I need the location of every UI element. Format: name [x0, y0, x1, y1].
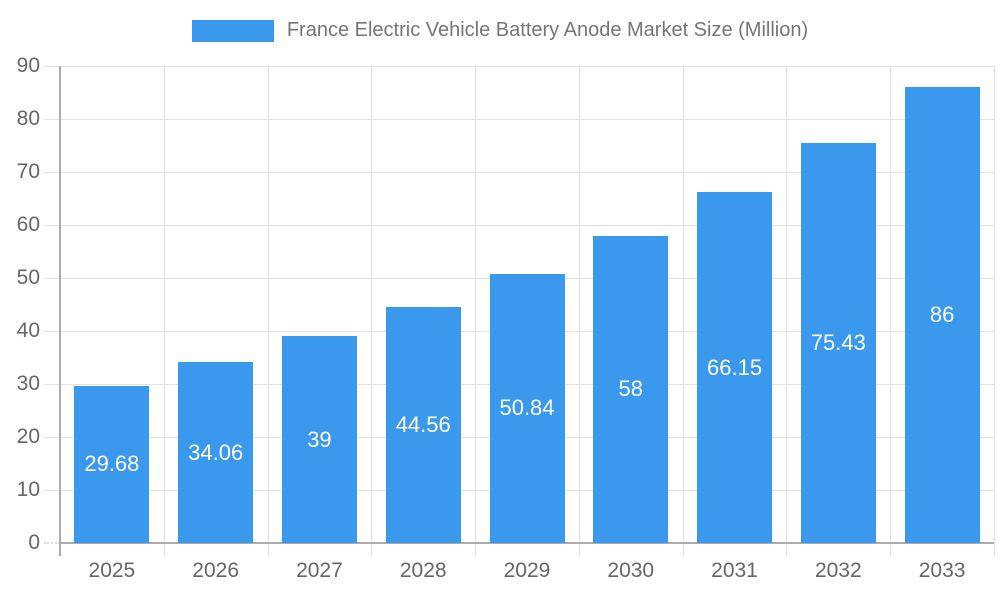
- gridline-v: [682, 66, 684, 556]
- bar-2033[interactable]: [904, 87, 980, 543]
- x-tick-label: 2025: [88, 559, 136, 582]
- gridline-v: [475, 66, 477, 556]
- gridline-h: [44, 66, 994, 67]
- gridline-h: [44, 225, 994, 226]
- bar-2028[interactable]: [385, 306, 461, 543]
- bar-value-label: 29.68: [84, 451, 140, 477]
- gridline-v: [371, 66, 373, 556]
- bar-value-label: 66.15: [707, 354, 763, 380]
- gridline-v: [267, 66, 269, 556]
- y-tick-label: 60: [16, 213, 40, 236]
- legend-swatch: [191, 19, 274, 42]
- bar-value-label: 75.43: [810, 330, 866, 356]
- x-tick-label: 2031: [711, 559, 758, 582]
- gridline-v: [786, 66, 788, 556]
- y-tick-label: 70: [16, 160, 40, 183]
- gridline-v: [890, 66, 892, 556]
- bar-value-label: 34.06: [188, 439, 244, 465]
- y-tick-label: 40: [16, 319, 40, 342]
- bar-2032[interactable]: [800, 143, 876, 543]
- y-tick-label: 90: [16, 54, 40, 77]
- bar-value-label: 58: [618, 376, 643, 402]
- bar-value-label: 44.56: [395, 411, 451, 437]
- bar-2026[interactable]: [178, 362, 254, 543]
- gridline-v: [578, 66, 580, 556]
- y-tick-label: 0: [28, 531, 40, 554]
- x-tick-label: 2026: [192, 559, 239, 582]
- y-tick-zero: [44, 542, 60, 544]
- x-tick-label: 2028: [399, 559, 447, 582]
- bar-2031[interactable]: [697, 192, 773, 543]
- gridline-v: [994, 66, 995, 556]
- gridline-v: [163, 66, 165, 556]
- bar-value-label: 50.84: [499, 395, 555, 421]
- y-tick-label: 10: [16, 478, 40, 501]
- bar-2025[interactable]: [74, 385, 150, 543]
- x-tick-label: 2029: [503, 559, 551, 582]
- y-tick-label: 30: [16, 372, 40, 395]
- bar-2030[interactable]: [593, 235, 669, 543]
- bar-value-label: 39: [307, 426, 332, 452]
- y-tick-label: 80: [16, 107, 40, 130]
- y-tick-label: 50: [16, 266, 40, 289]
- bar-value-label: 86: [929, 302, 955, 328]
- x-axis-line: [60, 542, 994, 544]
- legend-label: France Electric Vehicle Battery Anode Ma…: [286, 19, 809, 41]
- bar-2029[interactable]: [489, 273, 565, 543]
- x-tick-label: 2030: [607, 559, 655, 582]
- chart-legend[interactable]: France Electric Vehicle Battery Anode Ma…: [0, 19, 1000, 42]
- y-tick-label: 20: [16, 425, 40, 448]
- x-tick-label: 2027: [296, 559, 343, 582]
- x-tick-label: 2032: [814, 559, 862, 582]
- gridline-h: [44, 172, 994, 173]
- x-tick-label: 2033: [918, 559, 966, 582]
- bar-2027[interactable]: [281, 336, 357, 543]
- gridline-h: [44, 119, 994, 120]
- y-axis-line: [59, 66, 61, 556]
